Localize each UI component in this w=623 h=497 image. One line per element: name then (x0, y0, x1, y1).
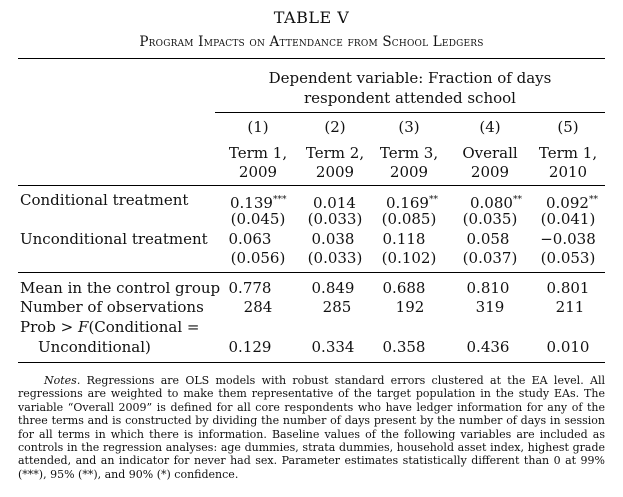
coefficient-value: 0.118 (382, 230, 426, 248)
coefficient-value: 0.014 (313, 194, 356, 212)
table-cell: 0.810 (466, 279, 510, 297)
column-header-line1: Term 2, (305, 144, 365, 162)
coefficient-value: 0.169 (386, 194, 429, 212)
column-header-line2: 2009 (389, 163, 429, 181)
table-notes: Notes. Regressions are OLS models with r… (18, 374, 605, 481)
column-header-line1: Overall (462, 144, 518, 162)
column-number: (3) (398, 118, 420, 136)
column-header-line1: Term 3, (379, 144, 439, 162)
standard-error: (0.056) (230, 249, 286, 267)
table-cell: 0.849 (311, 279, 355, 297)
table-cell: 211 (555, 298, 585, 316)
row-label: Unconditional) (38, 338, 151, 356)
standard-error: (0.035) (462, 210, 518, 228)
table-subtitle: Program Impacts on Attendance from Schoo… (139, 34, 484, 50)
column-header-line2: 2009 (470, 163, 510, 181)
spanner-rule (215, 112, 605, 113)
column-number: (4) (479, 118, 501, 136)
column-number: (1) (247, 118, 269, 136)
table-cell: 0.129 (228, 338, 272, 356)
column-header-line2: 2009 (238, 163, 278, 181)
section-rule (18, 272, 605, 273)
standard-error: (0.033) (307, 249, 363, 267)
coefficient-value: 0.080 (470, 194, 513, 212)
row-label: Number of observations (20, 298, 204, 316)
coefficient-value: −0.038 (540, 230, 596, 248)
coefficient-cell: 0.092** (546, 191, 598, 212)
row-label: Unconditional treatment (20, 230, 208, 248)
coefficient-value: 0.092 (546, 194, 589, 212)
table-cell: 0.334 (311, 338, 355, 356)
dependent-variable-line2: respondent attended school (304, 89, 516, 107)
standard-error: (0.045) (230, 210, 286, 228)
standard-error: (0.033) (307, 210, 363, 228)
column-header-line1: Term 1, (538, 144, 598, 162)
notes-text: Regressions are OLS models with robust s… (18, 374, 605, 481)
table-title: TABLE V (273, 8, 350, 27)
table-cell: 0.688 (382, 279, 426, 297)
coefficient-cell: 0.169** (386, 191, 438, 212)
table-cell: 284 (243, 298, 273, 316)
table-cell: 0.778 (228, 279, 272, 297)
column-number: (5) (557, 118, 579, 136)
row-label: Prob > F(Conditional = (20, 318, 199, 336)
row-label-part: F (78, 318, 89, 336)
notes-lead: Notes. (44, 374, 81, 387)
column-header-line1: Term 1, (228, 144, 288, 162)
table-cell: 192 (395, 298, 425, 316)
coefficient-value: 0.063 (228, 230, 272, 248)
table-cell: 0.436 (466, 338, 510, 356)
column-header-line2: 2010 (548, 163, 588, 181)
table-cell: 0.358 (382, 338, 426, 356)
standard-error: (0.041) (540, 210, 596, 228)
dependent-variable-line1: Dependent variable: Fraction of days (268, 69, 552, 87)
coefficient-cell: 0.139*** (230, 191, 286, 212)
coefficient-value: 0.038 (311, 230, 355, 248)
coefficient-cell: 0.014 (313, 191, 356, 212)
table-cell: 285 (322, 298, 352, 316)
row-label: Mean in the control group (20, 279, 221, 297)
row-label-part: (Conditional = (88, 318, 200, 336)
header-rule (18, 185, 605, 186)
standard-error: (0.102) (381, 249, 437, 267)
coefficient-cell: 0.080** (470, 191, 522, 212)
significance-stars: ** (428, 195, 438, 205)
significance-stars: *** (272, 195, 287, 205)
significance-stars: ** (588, 195, 598, 205)
table-cell: 0.801 (546, 279, 590, 297)
coefficient-value: 0.058 (466, 230, 510, 248)
row-label: Conditional treatment (20, 191, 189, 209)
bottom-rule (18, 362, 605, 363)
significance-stars: ** (512, 195, 522, 205)
row-label-part: Prob > (20, 318, 79, 336)
standard-error: (0.037) (462, 249, 518, 267)
table-cell: 0.010 (546, 338, 590, 356)
standard-error: (0.053) (540, 249, 596, 267)
column-number: (2) (324, 118, 346, 136)
table-cell: 319 (475, 298, 505, 316)
top-rule (18, 58, 605, 59)
column-header-line2: 2009 (315, 163, 355, 181)
standard-error: (0.085) (381, 210, 437, 228)
coefficient-value: 0.139 (230, 194, 273, 212)
